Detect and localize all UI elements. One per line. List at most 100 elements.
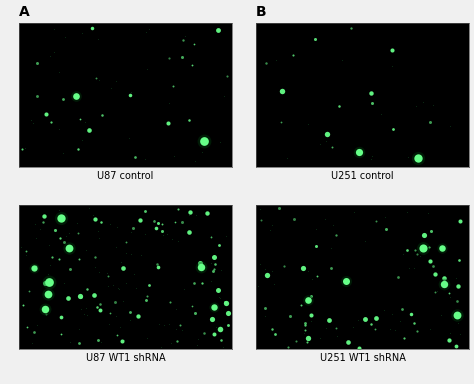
Point — [75, 326, 82, 333]
Point — [347, 25, 355, 31]
Point — [356, 149, 363, 155]
Point — [33, 93, 40, 99]
Point — [440, 281, 447, 287]
Point — [127, 229, 134, 235]
Point — [82, 247, 90, 253]
Point — [407, 311, 415, 317]
Point — [127, 251, 135, 257]
Point — [210, 331, 218, 337]
Point — [150, 218, 158, 224]
Point — [368, 90, 375, 96]
Point — [210, 304, 218, 310]
Point — [431, 289, 438, 295]
Point — [386, 326, 393, 332]
Point — [410, 265, 418, 271]
Point — [45, 291, 52, 298]
Point — [431, 271, 438, 277]
Point — [76, 293, 84, 299]
Point — [113, 78, 120, 84]
Point — [45, 242, 53, 248]
Point — [116, 324, 124, 330]
Point — [73, 220, 81, 226]
Point — [180, 286, 188, 293]
Point — [216, 326, 224, 332]
Point — [57, 314, 65, 321]
Point — [85, 127, 92, 133]
Point — [193, 342, 201, 348]
Point — [210, 268, 217, 275]
Point — [198, 263, 205, 270]
Point — [388, 311, 396, 318]
Point — [292, 338, 300, 344]
Point — [222, 233, 229, 239]
Point — [40, 213, 47, 219]
Point — [191, 280, 198, 286]
Point — [224, 73, 231, 79]
Point — [55, 256, 63, 262]
Point — [165, 100, 173, 106]
Point — [283, 154, 291, 161]
Point — [344, 339, 352, 345]
Point — [32, 263, 40, 269]
Point — [214, 27, 222, 33]
Point — [203, 210, 211, 216]
Point — [396, 318, 404, 324]
Point — [321, 216, 328, 222]
Point — [78, 30, 86, 36]
Point — [191, 41, 198, 47]
Point — [111, 299, 119, 305]
Point — [290, 216, 298, 222]
Point — [367, 321, 375, 327]
Point — [157, 344, 165, 350]
Text: U251 WT1 shRNA: U251 WT1 shRNA — [319, 353, 406, 363]
Point — [77, 294, 85, 300]
Point — [278, 88, 285, 94]
Point — [405, 265, 413, 271]
Point — [165, 55, 173, 61]
Point — [300, 330, 308, 336]
Point — [141, 156, 149, 162]
Point — [308, 276, 316, 282]
Point — [48, 254, 55, 260]
Point — [350, 209, 358, 215]
Point — [60, 280, 68, 286]
Point — [24, 324, 31, 331]
Point — [454, 283, 462, 290]
Point — [143, 66, 151, 72]
Point — [412, 103, 419, 109]
Point — [145, 26, 153, 32]
Point — [207, 260, 215, 266]
Point — [115, 286, 123, 292]
Point — [419, 245, 427, 251]
Point — [107, 221, 114, 227]
Point — [95, 268, 103, 275]
Point — [27, 117, 35, 123]
Point — [173, 338, 181, 344]
Point — [137, 217, 144, 223]
Point — [179, 37, 186, 43]
Point — [454, 320, 462, 326]
Point — [42, 111, 50, 118]
Point — [198, 149, 206, 155]
Point — [392, 327, 399, 333]
Point — [119, 265, 127, 271]
Point — [308, 293, 315, 299]
Point — [211, 261, 219, 267]
Point — [55, 126, 63, 132]
Point — [446, 337, 453, 343]
Text: B: B — [256, 5, 266, 19]
Point — [208, 234, 215, 240]
Point — [188, 62, 195, 68]
Point — [65, 245, 73, 251]
Point — [66, 266, 73, 272]
Point — [159, 232, 167, 238]
Point — [332, 324, 340, 331]
Point — [304, 297, 311, 303]
Point — [155, 321, 162, 327]
Point — [219, 344, 227, 350]
Point — [120, 337, 128, 343]
Point — [31, 221, 39, 227]
Point — [95, 235, 102, 241]
Point — [57, 215, 65, 221]
Point — [113, 224, 121, 230]
